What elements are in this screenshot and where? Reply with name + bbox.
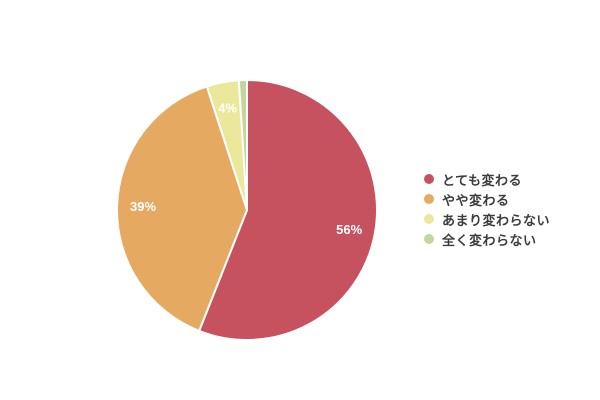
legend-swatch-icon	[424, 214, 434, 224]
pie-slice-label-2: 4%	[218, 100, 237, 115]
pie-slice-1	[116, 85, 248, 332]
legend-item-0: とても変わる	[424, 169, 550, 189]
legend-swatch-icon	[424, 174, 434, 184]
legend-item-label: あまり変わらない	[442, 212, 551, 228]
legend-item-3: 全く変わらない	[424, 229, 550, 249]
pie-slice-3	[237, 79, 248, 211]
pie-slice-label-0: 56%	[336, 222, 362, 237]
legend-swatch-icon	[424, 234, 434, 244]
legend-item-label: 全く変わらない	[442, 232, 537, 248]
legend: とても変わる やや変わるあまり変わらない 全く変わらない	[424, 169, 550, 249]
pie-slice-label-1: 39%	[130, 199, 156, 214]
legend-item-label: とても変わる	[442, 172, 522, 188]
legend-item-label: やや変わる	[442, 192, 510, 208]
legend-item-1: やや変わる	[424, 189, 550, 209]
legend-item-2: あまり変わらない	[424, 209, 550, 229]
legend-swatch-icon	[424, 194, 434, 204]
pie-slice-0	[198, 79, 378, 341]
